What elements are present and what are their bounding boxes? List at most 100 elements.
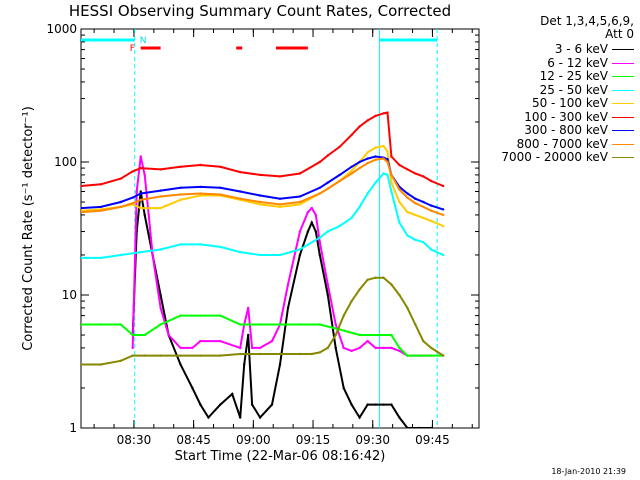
series-point (81, 184, 83, 188)
series-point (143, 354, 146, 357)
series-point (398, 416, 401, 419)
series-point (326, 283, 329, 286)
series-point (390, 346, 393, 350)
series-point (414, 202, 417, 205)
x-axis-label: Start Time (22-Mar-06 08:16:42) (175, 449, 386, 464)
series-point (219, 314, 222, 317)
series-point (199, 185, 202, 189)
series-line (81, 172, 444, 259)
series-point (139, 206, 142, 210)
series-point (81, 363, 83, 366)
series-point (366, 119, 369, 122)
legend-attenuator: Att 0 (605, 27, 634, 41)
legend-entry: 6 - 12 keV (547, 56, 634, 70)
y-tick-label: 1000 (46, 22, 77, 36)
series-point (239, 346, 242, 350)
series-point (374, 403, 377, 406)
series-point (278, 323, 282, 326)
series-point (99, 256, 103, 260)
legend-header: Det 1,3,4,5,6,9, (540, 14, 634, 28)
legend-swatch (612, 157, 634, 158)
series-point (99, 323, 103, 326)
legend-swatch (612, 49, 634, 50)
series-point (374, 346, 377, 350)
legend-entry-label: 100 - 300 keV (524, 109, 608, 124)
series-point (430, 204, 433, 207)
series-point (199, 403, 202, 406)
series-point (338, 173, 341, 177)
night-flag-label: N (140, 36, 147, 46)
legend-swatch (612, 143, 634, 145)
legend-entry-label: 25 - 50 keV (539, 82, 608, 97)
series-point (326, 154, 329, 157)
series-point (159, 323, 162, 326)
series-point (366, 151, 369, 154)
series-point (390, 333, 393, 337)
series-point (366, 403, 369, 406)
series-point (422, 205, 425, 209)
legend-entry-label: 800 - 7000 keV (516, 136, 608, 151)
series-point (278, 175, 282, 178)
series-point (442, 184, 445, 188)
series-point (386, 111, 389, 114)
series-point (318, 186, 321, 189)
series-line (131, 156, 432, 357)
series-point (243, 363, 246, 366)
series-point (378, 333, 381, 337)
series-point (239, 352, 242, 356)
legend-entry-label: 7000 - 20000 keV (501, 150, 608, 164)
series-point (350, 165, 353, 168)
series-point (358, 288, 361, 291)
series-point (310, 206, 313, 210)
series-point (143, 213, 146, 217)
series-point (366, 278, 369, 281)
series-point (81, 210, 83, 214)
series-point (442, 253, 445, 257)
series-point (131, 346, 134, 350)
series-point (350, 133, 353, 137)
series-point (191, 386, 194, 390)
series-point (219, 165, 222, 168)
x-tick-label: 09:15 (296, 433, 331, 447)
series-point (278, 253, 282, 257)
series-point (386, 150, 389, 153)
series-point (398, 188, 401, 191)
series-point (135, 190, 138, 193)
series-point (159, 168, 162, 171)
series-point (119, 323, 123, 326)
series-point (199, 192, 202, 195)
series-point (179, 346, 182, 350)
series-point (334, 346, 337, 350)
series-point (422, 175, 425, 178)
series-point (382, 112, 385, 115)
series-point (358, 166, 361, 170)
series-point (442, 224, 445, 228)
series-point (442, 208, 445, 211)
legend-entry-label: 3 - 6 keV (554, 42, 608, 56)
series-point (398, 346, 401, 350)
series-point (131, 170, 134, 173)
series-point (414, 238, 417, 241)
series-point (318, 351, 321, 354)
series-point (326, 293, 329, 297)
series-point (239, 197, 242, 200)
series-point (199, 163, 202, 167)
series-point (386, 160, 389, 164)
series-point (81, 206, 83, 210)
series-point (298, 200, 302, 204)
series-point (342, 346, 345, 350)
series-point (382, 172, 385, 175)
series-point (418, 354, 421, 357)
series-point (338, 179, 341, 183)
series-point (318, 192, 321, 195)
series-point (270, 339, 274, 343)
series-point (350, 299, 353, 303)
series-point (298, 172, 302, 175)
series-point (358, 205, 361, 209)
series-point (442, 213, 445, 217)
series-point (374, 181, 377, 184)
series-point (231, 392, 234, 396)
series-point (219, 403, 222, 406)
series-point (390, 190, 393, 193)
